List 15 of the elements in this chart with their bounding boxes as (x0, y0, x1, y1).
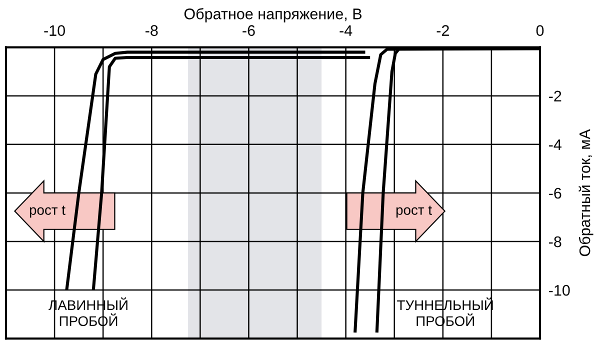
y-axis-title: Обратный ток, мА (578, 129, 594, 256)
x-tick-label: -10 (44, 25, 65, 36)
y-tick-label: -8 (549, 236, 562, 248)
x-tick-label: -4 (340, 25, 352, 36)
x-tick-label: -2 (436, 25, 449, 36)
y-tick-label: -4 (549, 139, 562, 150)
x-axis-title: Обратное напряжение, В (184, 8, 362, 22)
x-tick-label: 0 (536, 25, 544, 36)
x-tick-label: -6 (242, 25, 255, 36)
annotation: рост t (396, 206, 432, 218)
y-tick-label: -2 (549, 90, 562, 102)
y-tick-label: -6 (549, 188, 562, 199)
x-tick-label: -8 (146, 25, 158, 36)
y-tick-label: -10 (549, 284, 570, 296)
annotation: рост t (30, 206, 66, 218)
